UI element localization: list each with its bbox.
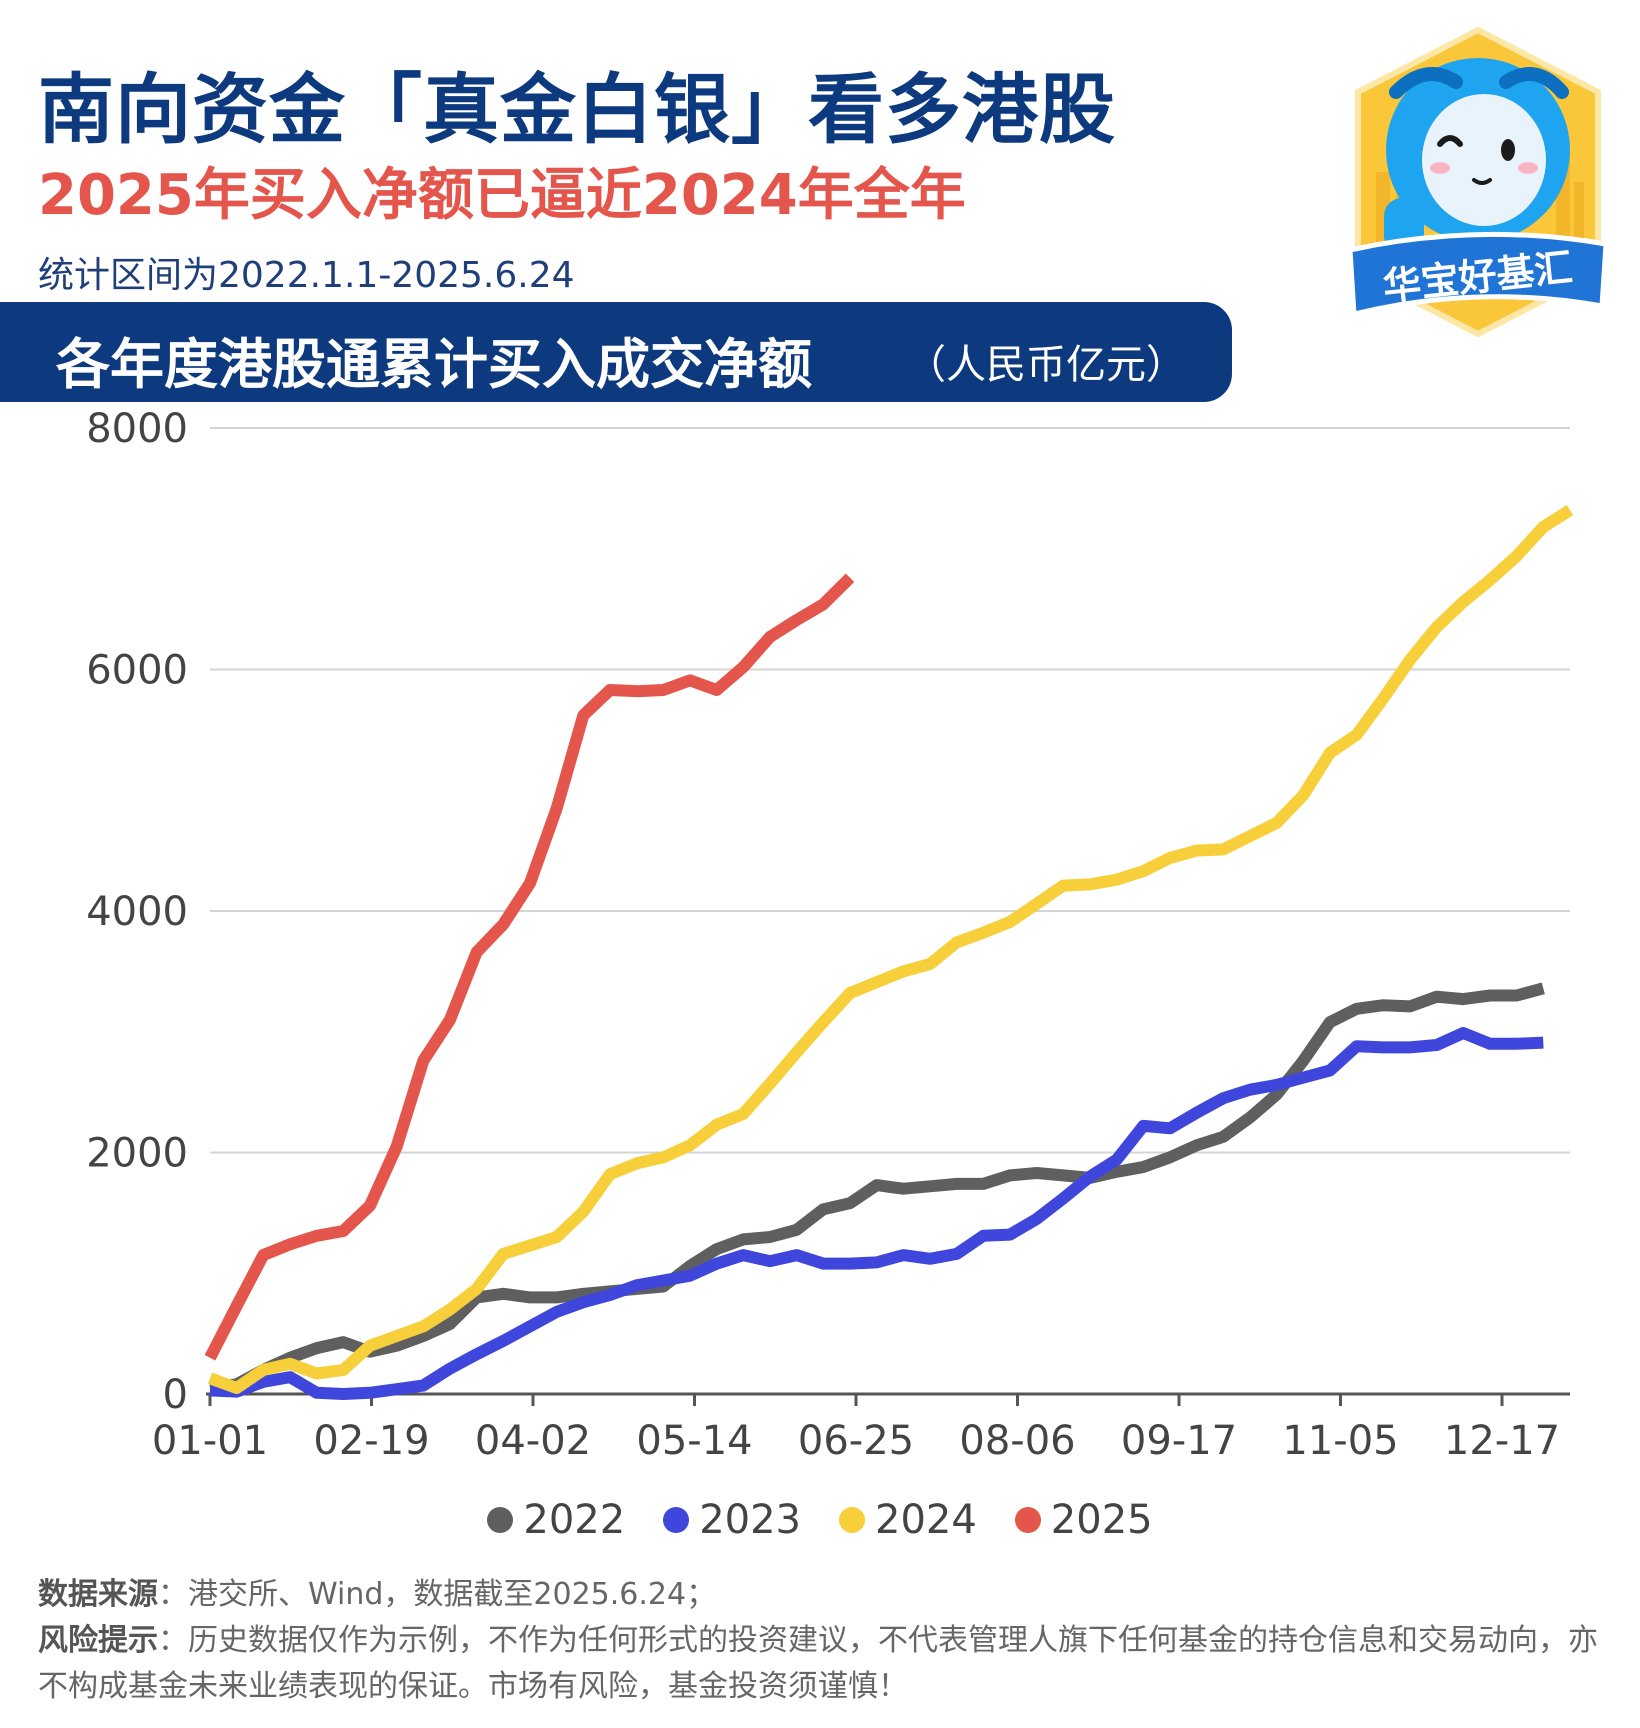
x-tick-label: 08-06 [959, 1418, 1075, 1464]
x-axis: 01-01 02-19 04-02 05-14 06-25 08-06 09-17 11-05… [152, 1392, 1570, 1464]
series-lines [204, 505, 1574, 1400]
y-tick-label: 4000 [86, 889, 188, 935]
risk-label: 风险提示 [38, 1623, 158, 1658]
y-tick-label: 8000 [86, 406, 188, 452]
legend-label: 2024 [875, 1497, 977, 1543]
legend-dot-icon [839, 1507, 865, 1533]
legend: 2022 2023 2024 2025 [0, 1490, 1640, 1550]
x-tick-label: 12-17 [1444, 1418, 1560, 1464]
x-tick-label: 04-02 [475, 1418, 591, 1464]
chart-banner: 各年度港股通累计买入成交净额 （人民币亿元） [0, 302, 1232, 402]
x-tick-label: 05-14 [636, 1418, 752, 1464]
source-text: ：港交所、Wind，数据截至2025.6.24； [158, 1577, 717, 1612]
legend-dot-icon [487, 1507, 514, 1533]
x-tick-label: 11-05 [1282, 1418, 1398, 1464]
date-range: 统计区间为2022.1.1-2025.6.24 [38, 255, 575, 296]
y-tick-label: 6000 [86, 648, 188, 694]
y-tick-label: 2000 [86, 1131, 188, 1177]
source-label: 数据来源 [38, 1577, 158, 1612]
legend-item-2023: 2023 [663, 1490, 801, 1550]
legend-dot-icon [663, 1507, 690, 1533]
page-title: 南向资金「真金白银」看多港股 [38, 65, 1116, 154]
legend-label: 2025 [1050, 1497, 1153, 1543]
y-tick-label: 0 [163, 1372, 188, 1418]
source-note: 数据来源：港交所、Wind，数据截至2025.6.24； [38, 1572, 716, 1618]
risk-text: ：历史数据仅作为示例，不作为任何形式的投资建议，不代表管理人旗下任何基金的持仓信… [38, 1623, 1598, 1704]
series-line-2025 [204, 573, 855, 1361]
chart-title: 各年度港股通累计买入成交净额 [56, 333, 812, 396]
legend-label: 2022 [523, 1497, 626, 1543]
page-subtitle: 2025年买入净额已逼近2024年全年 [38, 163, 966, 228]
series-line-2022 [209, 982, 1545, 1394]
series-line-2023 [209, 1027, 1544, 1400]
chart-unit: （人民币亿元） [906, 342, 1186, 388]
line-chart: 0 2000 4000 6000 8000 01-01 02-19 04-02 05-14 06… [86, 406, 1574, 1464]
x-tick-label: 02-19 [313, 1418, 429, 1464]
mascot-logo-icon: 华宝好基汇 [1347, 26, 1609, 338]
risk-note: 风险提示：历史数据仅作为示例，不作为任何形式的投资建议，不代表管理人旗下任何基金… [38, 1618, 1618, 1710]
series-line-2024 [207, 505, 1574, 1394]
x-tick-label: 09-17 [1121, 1418, 1237, 1464]
legend-item-2022: 2022 [487, 1490, 625, 1550]
legend-item-2025: 2025 [1014, 1490, 1153, 1550]
legend-dot-icon [1014, 1507, 1041, 1533]
x-tick-label: 06-25 [798, 1418, 914, 1464]
gridlines [210, 427, 1570, 1154]
x-tick-label: 01-01 [152, 1418, 268, 1464]
legend-item-2024: 2024 [839, 1490, 977, 1550]
y-axis-ticks: 0 2000 4000 6000 8000 [86, 406, 188, 1418]
legend-label: 2023 [699, 1497, 801, 1543]
